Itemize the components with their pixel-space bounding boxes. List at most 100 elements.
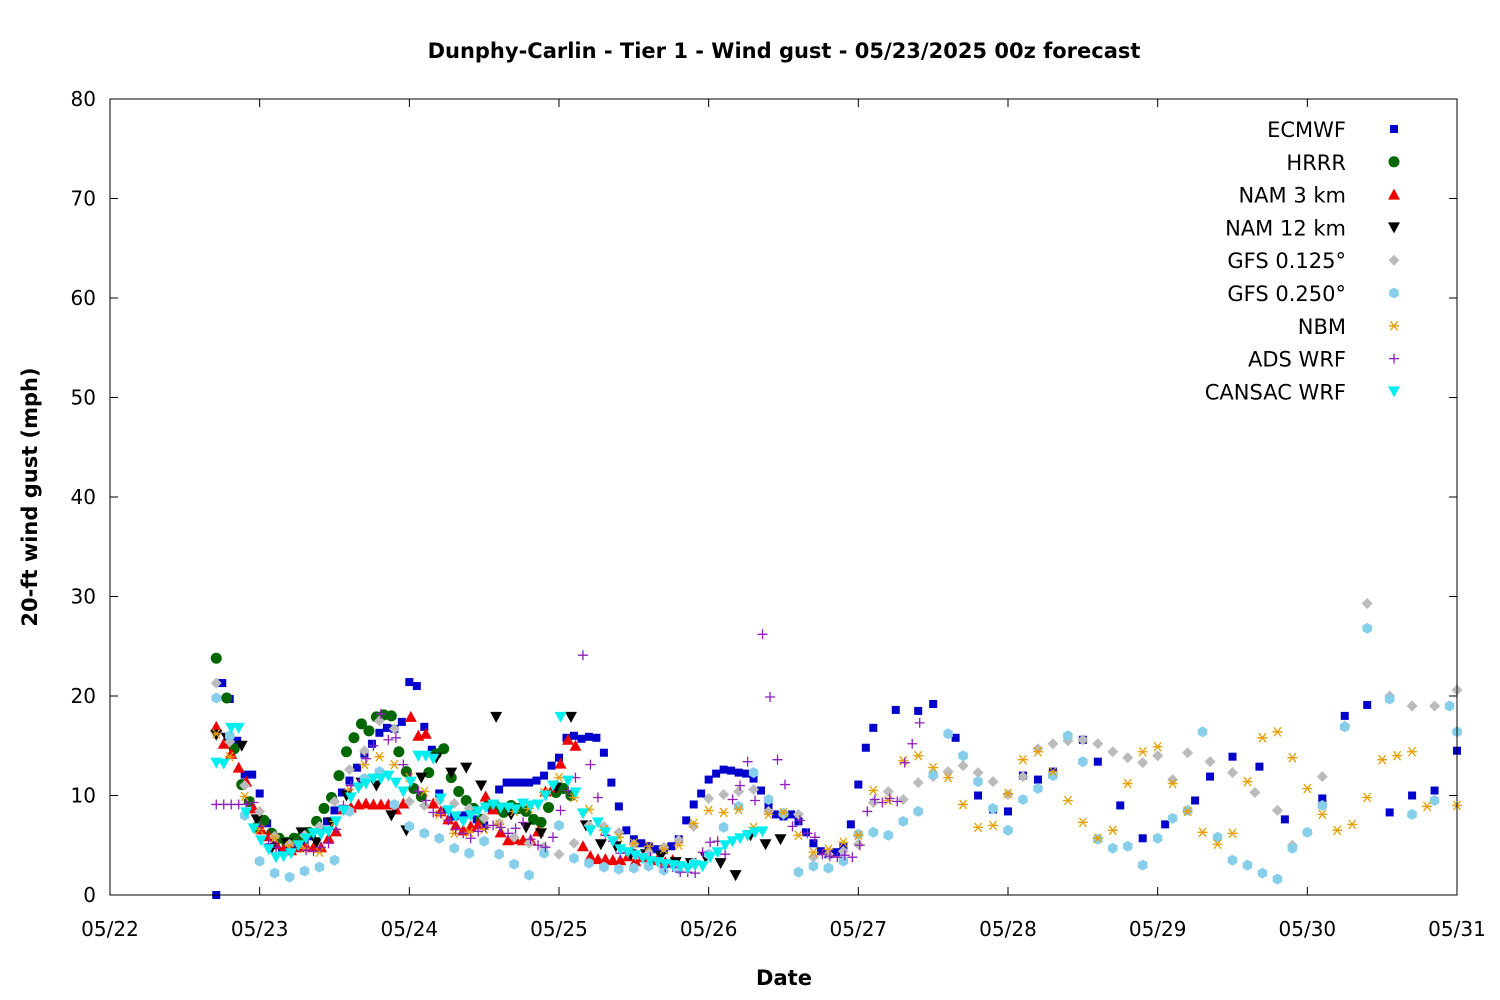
y-tick-label: 0 (83, 883, 96, 907)
x-tick-label: 05/27 (830, 917, 888, 941)
data-point (907, 738, 918, 749)
data-point (420, 795, 431, 806)
data-point (554, 711, 567, 723)
legend-label: NAM 3 km (1238, 184, 1346, 208)
data-point (269, 867, 280, 879)
data-point (599, 748, 608, 757)
data-point (390, 732, 401, 743)
data-point (1122, 752, 1134, 764)
data-point (928, 762, 939, 773)
data-point (385, 710, 397, 722)
data-point (714, 858, 727, 870)
data-point (393, 746, 405, 758)
y-tick-label: 40 (71, 485, 96, 509)
axis-ticks: 0 10 20 30 40 50 60 70 80 05/22 05/23 05/24 05/25 05/… (71, 87, 1486, 941)
data-point (793, 830, 804, 841)
data-point (561, 733, 574, 745)
data-point (540, 771, 549, 780)
data-point (388, 723, 400, 735)
data-point (929, 699, 938, 708)
data-point (418, 799, 430, 811)
data-point (554, 757, 567, 769)
data-point (510, 778, 519, 787)
legend-label: GFS 0.125° (1227, 249, 1346, 273)
data-point (696, 861, 709, 873)
data-point (1429, 700, 1441, 712)
data-point (561, 775, 574, 787)
data-point (987, 776, 999, 788)
data-point (1063, 730, 1073, 742)
data-point (465, 833, 476, 844)
data-point (793, 866, 804, 878)
data-point (374, 751, 385, 762)
data-point (299, 843, 310, 854)
data-point (1116, 801, 1125, 810)
data-point (1257, 867, 1268, 879)
x-tick-label: 05/28 (979, 917, 1037, 941)
data-point (735, 780, 746, 791)
x-tick-label: 05/24 (381, 917, 439, 941)
data-point (1212, 831, 1223, 843)
data-point (405, 678, 414, 687)
plot-points (210, 597, 1463, 899)
data-point (658, 841, 670, 853)
data-point (524, 800, 537, 812)
data-point (1108, 842, 1118, 854)
data-point (733, 804, 744, 815)
data-point (802, 828, 813, 839)
data-point (532, 799, 545, 811)
data-point (449, 842, 459, 854)
data-point (951, 733, 960, 742)
data-point (385, 810, 398, 822)
data-point (974, 791, 983, 800)
data-point (763, 809, 774, 820)
data-point (239, 780, 251, 792)
data-point (914, 717, 925, 728)
data-point (697, 789, 706, 798)
data-point (210, 652, 222, 664)
data-point (1017, 754, 1028, 765)
data-point (427, 797, 440, 809)
data-point (741, 830, 754, 842)
series-cansac-wrf (210, 711, 769, 875)
data-point (247, 823, 260, 835)
data-point (1361, 597, 1373, 609)
data-point (750, 795, 761, 806)
data-point (689, 800, 698, 809)
data-point (419, 750, 432, 762)
data-point (817, 849, 828, 860)
data-point (254, 855, 265, 867)
data-point (794, 815, 805, 826)
data-point (585, 759, 596, 770)
data-point (883, 829, 893, 841)
x-tick-label: 05/31 (1428, 917, 1486, 941)
data-point (404, 710, 417, 722)
data-point (314, 847, 325, 858)
data-point (1167, 778, 1178, 789)
data-point (757, 629, 768, 640)
data-point (508, 831, 520, 843)
data-point (262, 844, 275, 856)
data-point (973, 822, 984, 833)
data-point (210, 729, 223, 741)
data-point (1093, 757, 1102, 766)
data-point (285, 848, 298, 860)
legend-label: NAM 12 km (1225, 216, 1346, 240)
data-point (554, 819, 564, 831)
data-point (808, 847, 819, 858)
data-point (569, 739, 582, 751)
data-point (235, 740, 248, 752)
y-axis-label: 20-ft wind gust (mph) (18, 367, 42, 626)
data-point (891, 705, 900, 714)
data-point (629, 850, 642, 862)
data-point (765, 691, 776, 702)
data-point (333, 770, 345, 782)
data-point (787, 821, 798, 832)
data-point (1018, 794, 1028, 805)
data-point (1123, 840, 1133, 852)
data-point (892, 796, 903, 807)
data-point (434, 793, 447, 805)
data-point (1317, 800, 1328, 811)
data-point (1302, 783, 1313, 794)
